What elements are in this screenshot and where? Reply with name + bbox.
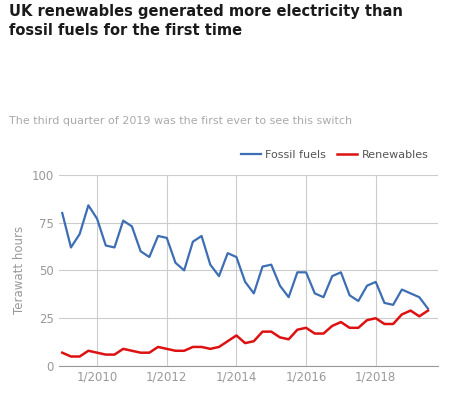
Fossil fuels — [407, 291, 412, 296]
Fossil fuels — [276, 283, 282, 288]
Renewables — [285, 337, 291, 342]
Renewables — [355, 325, 360, 330]
Renewables — [138, 350, 143, 355]
Fossil fuels — [181, 268, 186, 273]
Renewables — [407, 308, 412, 313]
Renewables — [129, 348, 134, 353]
Renewables — [268, 329, 273, 334]
Renewables — [146, 350, 152, 355]
Fossil fuels — [303, 270, 308, 275]
Renewables — [364, 318, 369, 323]
Text: UK renewables generated more electricity than
fossil fuels for the first time: UK renewables generated more electricity… — [9, 4, 402, 38]
Fossil fuels — [111, 245, 117, 250]
Renewables — [294, 327, 299, 332]
Fossil fuels — [320, 295, 326, 300]
Renewables — [68, 354, 74, 359]
Renewables — [111, 352, 117, 357]
Fossil fuels — [251, 291, 256, 296]
Fossil fuels — [372, 280, 377, 285]
Renewables — [164, 347, 169, 352]
Fossil fuels — [381, 300, 387, 305]
Fossil fuels — [346, 293, 351, 298]
Renewables — [233, 333, 239, 338]
Renewables — [103, 352, 108, 357]
Renewables — [216, 344, 221, 349]
Line: Renewables: Renewables — [62, 311, 427, 357]
Fossil fuels — [225, 251, 230, 256]
Renewables — [190, 344, 195, 349]
Renewables — [390, 322, 395, 327]
Fossil fuels — [207, 262, 212, 267]
Fossil fuels — [398, 287, 404, 292]
Fossil fuels — [155, 233, 161, 238]
Renewables — [372, 316, 377, 321]
Fossil fuels — [120, 218, 126, 223]
Fossil fuels — [172, 260, 178, 265]
Text: The third quarter of 2019 was the first ever to see this switch: The third quarter of 2019 was the first … — [9, 116, 351, 126]
Fossil fuels — [329, 274, 334, 279]
Fossil fuels — [190, 239, 195, 244]
Fossil fuels — [416, 295, 421, 300]
Fossil fuels — [86, 203, 91, 208]
Y-axis label: Terawatt hours: Terawatt hours — [13, 226, 26, 314]
Fossil fuels — [164, 235, 169, 240]
Renewables — [242, 341, 247, 346]
Renewables — [337, 319, 343, 324]
Legend: Fossil fuels, Renewables: Fossil fuels, Renewables — [236, 146, 432, 165]
Fossil fuels — [390, 302, 395, 307]
Renewables — [172, 348, 178, 353]
Fossil fuels — [364, 283, 369, 288]
Fossil fuels — [198, 233, 204, 238]
Renewables — [155, 344, 161, 349]
Fossil fuels — [68, 245, 74, 250]
Fossil fuels — [294, 270, 299, 275]
Renewables — [207, 347, 212, 352]
Renewables — [416, 314, 421, 319]
Renewables — [303, 325, 308, 330]
Fossil fuels — [129, 224, 134, 229]
Renewables — [398, 312, 404, 317]
Renewables — [225, 339, 230, 344]
Renewables — [86, 348, 91, 353]
Renewables — [181, 348, 186, 353]
Fossil fuels — [216, 274, 221, 279]
Renewables — [120, 347, 126, 352]
Fossil fuels — [259, 264, 265, 269]
Renewables — [251, 339, 256, 344]
Fossil fuels — [60, 210, 65, 215]
Fossil fuels — [268, 262, 273, 267]
Fossil fuels — [285, 295, 291, 300]
Renewables — [77, 354, 82, 359]
Fossil fuels — [146, 255, 152, 260]
Renewables — [276, 335, 282, 340]
Renewables — [94, 350, 100, 355]
Fossil fuels — [233, 255, 239, 260]
Fossil fuels — [242, 280, 247, 285]
Renewables — [60, 350, 65, 355]
Renewables — [259, 329, 265, 334]
Renewables — [424, 308, 430, 313]
Fossil fuels — [138, 249, 143, 254]
Fossil fuels — [77, 232, 82, 237]
Renewables — [381, 322, 387, 327]
Renewables — [346, 325, 351, 330]
Fossil fuels — [311, 291, 317, 296]
Fossil fuels — [103, 243, 108, 248]
Renewables — [329, 323, 334, 328]
Renewables — [320, 331, 326, 336]
Fossil fuels — [337, 270, 343, 275]
Renewables — [198, 344, 204, 349]
Fossil fuels — [355, 299, 360, 304]
Renewables — [311, 331, 317, 336]
Line: Fossil fuels: Fossil fuels — [62, 206, 427, 309]
Fossil fuels — [94, 216, 100, 221]
Fossil fuels — [424, 306, 430, 311]
